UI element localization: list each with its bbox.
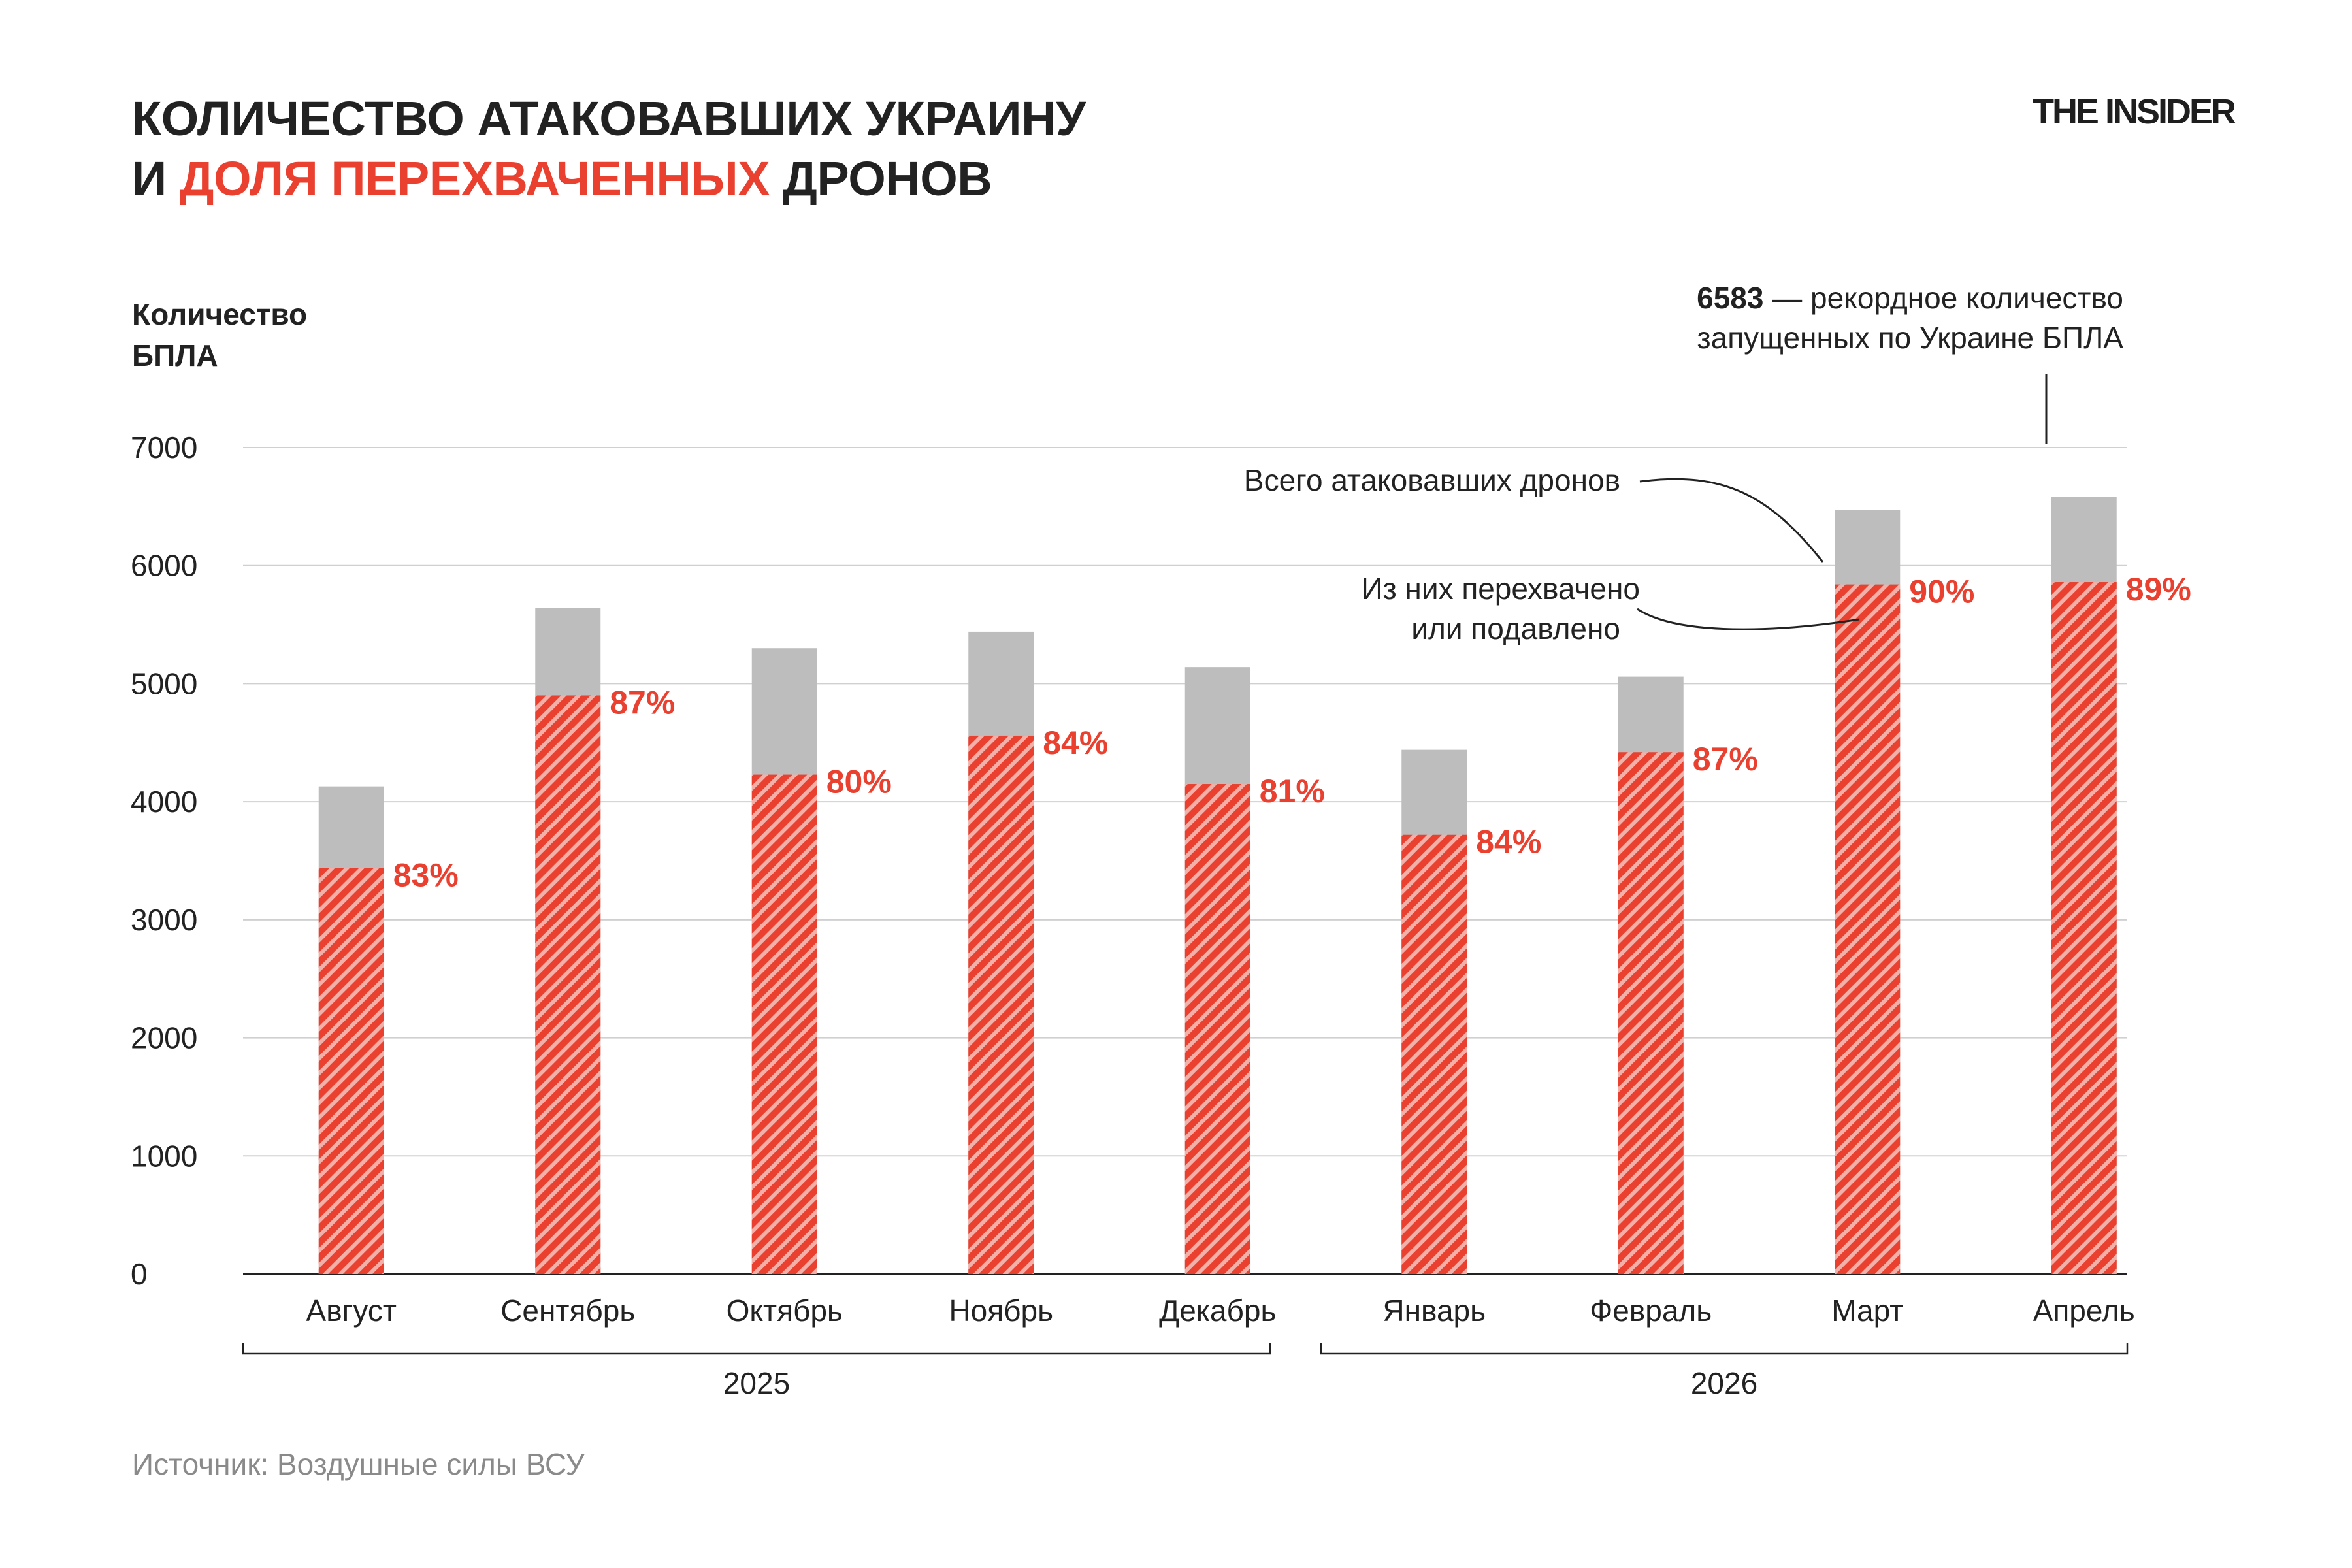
year-brackets: 2025 2026	[242, 1343, 2129, 1400]
x-axis-ticks: Август Сентябрь Октябрь Ноябрь Декабрь Январь…	[306, 1294, 2135, 1328]
intercepted-leader-line	[1637, 608, 1860, 630]
the-insider-logo: THE INSIDER	[2032, 92, 2236, 131]
percent-label-7: 90%	[1909, 574, 1974, 610]
y-tick-1000: 1000	[131, 1139, 197, 1173]
y-axis-ticks: 0 1000 2000 3000 4000 5000 6000 7000	[131, 431, 197, 1291]
percent-label-5: 84%	[1476, 824, 1541, 860]
total-annotation: Всего атаковавших дронов	[1244, 463, 1824, 563]
percent-label-0: 83%	[393, 857, 459, 893]
bars	[318, 497, 2117, 1274]
year-label-2026: 2026	[1691, 1366, 1757, 1400]
total-leader-line	[1639, 478, 1824, 563]
y-tick-4000: 4000	[131, 785, 197, 819]
y-axis-label-line-2: БПЛА	[132, 338, 218, 372]
y-tick-0: 0	[131, 1257, 148, 1291]
intercepted-label-line-2: или подавлено	[1411, 612, 1620, 645]
intercepted-label-line-1: Из них перехвачено	[1362, 572, 1641, 606]
record-text-line-1: — рекордное количество	[1763, 281, 2123, 315]
record-annotation: 6583 — рекордное количество запущенных п…	[1697, 281, 2123, 444]
chart-title: КОЛИЧЕСТВО АТАКОВАВШИХ УКРАИНУ И ДОЛЯ ПЕ…	[132, 89, 1086, 209]
bar-intercepted-2	[751, 774, 817, 1274]
bar-intercepted-5	[1401, 834, 1467, 1274]
percent-label-2: 80%	[826, 764, 892, 800]
y-tick-7000: 7000	[131, 431, 197, 465]
x-tick-4: Декабрь	[1159, 1294, 1276, 1328]
year-bracket-2025	[242, 1343, 1271, 1355]
title-line-1: КОЛИЧЕСТВО АТАКОВАВШИХ УКРАИНУ	[132, 91, 1086, 146]
year-label-2025: 2025	[723, 1366, 790, 1400]
y-tick-2000: 2000	[131, 1021, 197, 1055]
title-line-2-suffix: ДРОНОВ	[770, 152, 992, 206]
record-text-line-2: запущенных по Украине БПЛА	[1697, 321, 2124, 355]
x-tick-8: Апрель	[2033, 1294, 2135, 1328]
x-tick-1: Сентябрь	[500, 1294, 635, 1328]
bar-intercepted-8	[2051, 582, 2117, 1274]
total-drones-label: Всего атаковавших дронов	[1244, 463, 1620, 497]
svg-text:6583 — рекордное количество: 6583 — рекордное количество	[1697, 281, 2123, 315]
bar-intercepted-4	[1184, 784, 1250, 1274]
y-tick-6000: 6000	[131, 549, 197, 583]
record-value: 6583	[1697, 281, 1763, 315]
year-bracket-2026	[1320, 1343, 2129, 1355]
y-tick-5000: 5000	[131, 666, 197, 700]
x-tick-0: Август	[306, 1294, 397, 1328]
percent-label-8: 89%	[2126, 571, 2191, 608]
percent-labels: 83% 87% 80% 84% 81% 84% 87% 90% 89%	[393, 571, 2191, 893]
percent-label-3: 84%	[1043, 725, 1108, 761]
x-tick-3: Ноябрь	[949, 1294, 1053, 1328]
bar-intercepted-3	[968, 735, 1034, 1274]
percent-label-6: 87%	[1693, 741, 1758, 777]
percent-label-1: 87%	[610, 685, 675, 721]
y-tick-3000: 3000	[131, 903, 197, 937]
percent-label-4: 81%	[1260, 773, 1325, 809]
bar-intercepted-7	[1835, 584, 1901, 1274]
bar-intercepted-6	[1618, 752, 1684, 1274]
bar-intercepted-0	[318, 868, 384, 1274]
source-note: Источник: Воздушные силы ВСУ	[132, 1447, 585, 1481]
title-line-2-prefix: И	[132, 152, 180, 206]
x-tick-6: Февраль	[1590, 1294, 1712, 1328]
x-tick-2: Октябрь	[727, 1294, 843, 1328]
x-tick-7: Март	[1831, 1294, 1903, 1328]
title-highlight: ДОЛЯ ПЕРЕХВАЧЕННЫХ	[179, 152, 770, 206]
intercepted-annotation: Из них перехвачено или подавлено	[1362, 572, 1860, 645]
y-axis-label-line-1: Количество	[132, 297, 307, 331]
bar-intercepted-1	[535, 695, 601, 1274]
x-tick-5: Январь	[1382, 1294, 1486, 1328]
